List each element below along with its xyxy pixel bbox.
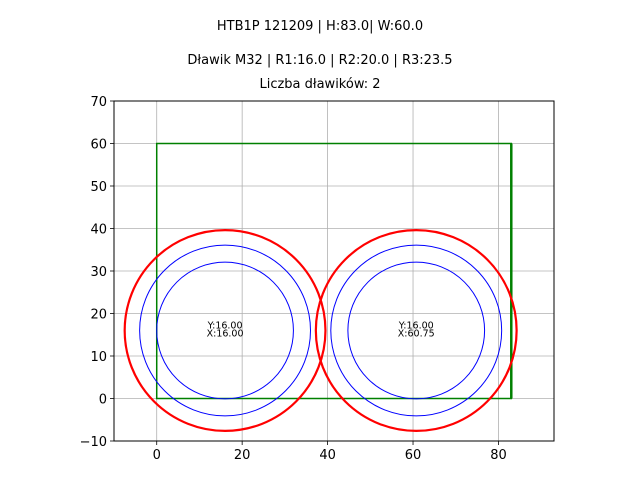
x-tick-label: 0 — [153, 448, 161, 463]
x-tick-label: 60 — [405, 448, 422, 463]
y-tick-label: 0 — [99, 393, 107, 408]
circle-r1 — [156, 261, 294, 400]
y-tick-label: 30 — [90, 265, 107, 280]
y-tick-label: 60 — [90, 138, 107, 153]
circle-r2 — [139, 244, 312, 417]
data-layer: Y:16.00X:16.00Y:16.00X:60.75 — [123, 142, 518, 432]
y-tick-label: 40 — [90, 223, 107, 238]
circle-r3 — [314, 229, 518, 432]
y-tick-label: 50 — [90, 180, 107, 195]
x-tick-label: 40 — [319, 448, 336, 463]
gland-label-x: X:60.75 — [398, 329, 435, 340]
circle-r2 — [330, 244, 503, 417]
y-tick-label: −10 — [80, 435, 107, 450]
circle-r3 — [123, 229, 327, 432]
chart-title-line1: HTB1P 121209 | H:83.0| W:60.0 — [216, 19, 424, 34]
gland-label-y: Y:16.00 — [207, 321, 243, 332]
x-tick-label: 80 — [490, 448, 507, 463]
y-tick-label: 10 — [90, 350, 107, 365]
y-tick-label: 20 — [90, 308, 107, 323]
chart-title-line3: Liczba dławików: 2 — [259, 77, 381, 92]
gland-label-x: X:16.00 — [207, 329, 244, 340]
chart-title-line2: Dławik M32 | R1:16.0 | R2:20.0 | R3:23.5 — [187, 53, 453, 68]
y-tick-label: 70 — [90, 95, 107, 110]
gland-label-y: Y:16.00 — [398, 321, 434, 332]
circle-r1 — [347, 261, 486, 400]
x-tick-label: 20 — [234, 448, 251, 463]
